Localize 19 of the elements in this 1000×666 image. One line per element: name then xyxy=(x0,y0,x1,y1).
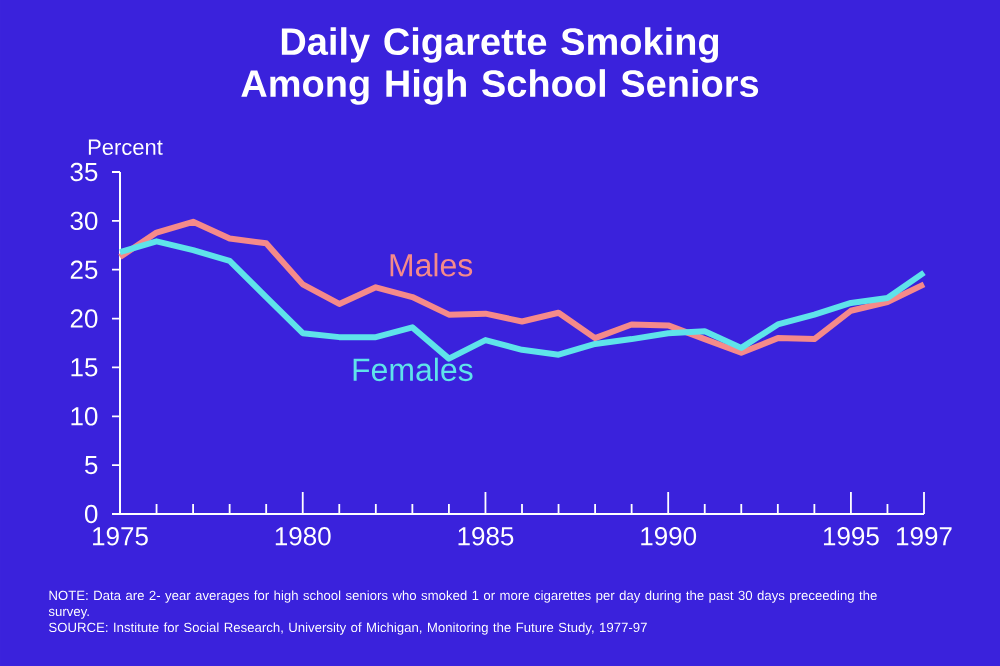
y-tick-label: 20 xyxy=(70,309,98,328)
y-tick-label: 25 xyxy=(70,260,98,279)
x-tick-label: 1995 xyxy=(823,527,879,546)
y-axis-title: Percent xyxy=(88,139,163,155)
x-tick-label: 1980 xyxy=(275,527,331,546)
y-tick-label: 10 xyxy=(71,407,98,426)
y-tick-label: 30 xyxy=(70,211,98,231)
y-tick-label: 0 xyxy=(84,504,98,524)
series-label: Males xyxy=(390,253,473,277)
series-label: Females xyxy=(353,357,473,382)
y-tick-label: 5 xyxy=(84,456,98,475)
line-series xyxy=(117,218,927,356)
x-tick-label: 1997 xyxy=(897,527,952,546)
x-tick-label: 1975 xyxy=(93,527,148,546)
x-tick-label: 1990 xyxy=(641,527,697,546)
y-tick-label: 35 xyxy=(70,162,98,182)
x-tick-label: 1985 xyxy=(458,527,514,546)
chart-title: Daily Cigarette Smoking Among High School Seniors xyxy=(241,27,759,105)
y-tick-label: 15 xyxy=(71,358,98,377)
